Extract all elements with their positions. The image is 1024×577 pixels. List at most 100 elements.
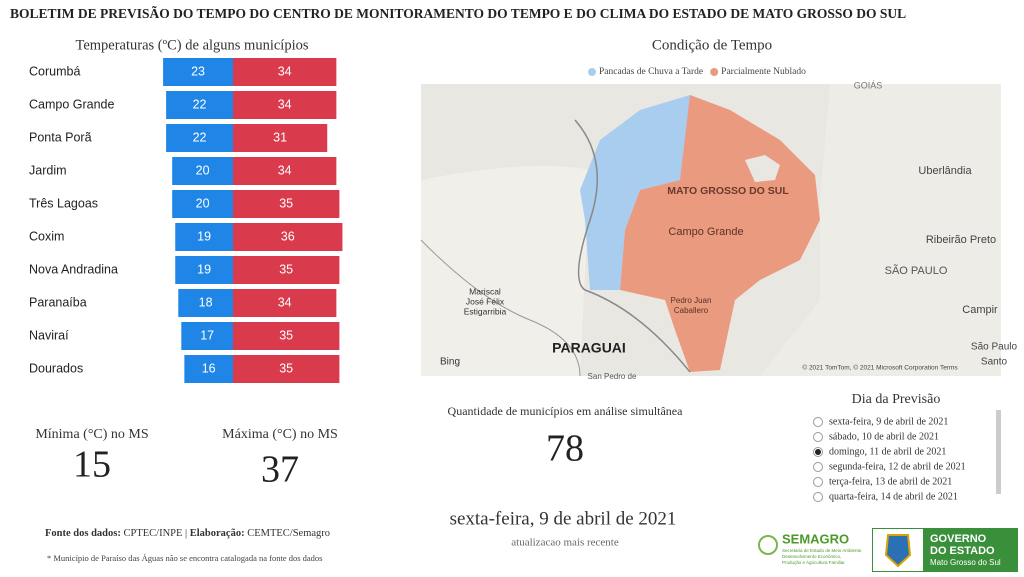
logo-subtext: Secretaria de Estado de Meio Ambiente,: [782, 548, 863, 553]
value-label: 22: [193, 97, 207, 111]
value-label: 23: [191, 64, 205, 78]
min-label: Mínima (°C) no MS: [35, 427, 148, 442]
logo-text: Mato Grosso do Sul: [930, 558, 1001, 567]
radio-label[interactable]: quarta-feira, 14 de abril de 2021: [829, 491, 958, 502]
day-title: Dia da Previsão: [852, 392, 941, 407]
page-title: BOLETIM DE PREVISÃO DO TEMPO DO CENTRO D…: [10, 6, 906, 21]
radio-label[interactable]: sexta-feira, 9 de abril de 2021: [829, 416, 948, 427]
bar: [233, 58, 337, 86]
bar: [184, 355, 233, 383]
bar: [233, 289, 337, 317]
logo-icon: [758, 535, 778, 555]
legend-swatch: [588, 68, 596, 76]
map-label: Estigarribia: [464, 306, 507, 316]
logo-crest: [884, 534, 912, 568]
legend-swatch: [710, 68, 719, 76]
value-label: 34: [278, 64, 292, 78]
map-region-rain: [580, 95, 700, 290]
value-label: 35: [279, 328, 293, 342]
map: [420, 84, 1001, 377]
map-label: Bing: [440, 357, 460, 368]
category-label: Jardim: [29, 163, 67, 177]
made-label: Elaboração:: [190, 528, 245, 539]
map-label: Pedro Juan: [671, 296, 712, 305]
logo-governo: GOVERNO DO ESTADO Mato Grosso do Sul: [872, 528, 1018, 572]
bar: [233, 223, 343, 251]
map-land: [421, 165, 590, 376]
count-value: 78: [546, 428, 584, 470]
map-border: [574, 119, 691, 373]
category-label: Corumbá: [29, 64, 80, 78]
radio-label[interactable]: terça-feira, 13 de abril de 2021: [829, 476, 952, 487]
radio-button[interactable]: [813, 417, 823, 427]
legend-label: Parcialmente Nublado: [721, 67, 806, 77]
value-label: 34: [278, 163, 292, 177]
logo-semagro: SEMAGRO Secretaria de Estado de Meio Amb…: [758, 531, 863, 565]
value-label: 34: [278, 97, 292, 111]
value-label: 19: [197, 229, 211, 243]
bar: [181, 322, 233, 350]
bar: [233, 124, 328, 152]
bar: [233, 322, 340, 350]
logo-subtext: Produção e Agricultura Familiar: [782, 560, 845, 565]
radio-label[interactable]: domingo, 11 de abril de 2021: [829, 446, 946, 457]
map-label: PARAGUAI: [552, 340, 626, 356]
bar: [233, 256, 340, 284]
category-label: Dourados: [29, 361, 83, 375]
footer-note: * Município de Paraíso das Águas não se …: [47, 553, 322, 563]
bar: [175, 256, 233, 284]
map-label: Campir: [962, 304, 998, 316]
radio-button[interactable]: [813, 492, 823, 502]
map-label: Santo: [981, 357, 1008, 368]
scrollbar[interactable]: [996, 410, 1001, 494]
radio-dot: [815, 449, 821, 455]
bar: [163, 58, 233, 86]
logo-subtext: Desenvolvimento Econômico,: [782, 554, 841, 559]
map-label: Campo Grande: [668, 226, 743, 238]
bar: [233, 355, 340, 383]
legend-label: Pancadas de Chuva a Tarde: [599, 67, 703, 77]
radio-label[interactable]: segunda-feira, 12 de abril de 2021: [829, 461, 966, 472]
bar: [233, 190, 340, 218]
radio-label[interactable]: sábado, 10 de abril de 2021: [829, 431, 939, 442]
map-region-none: [745, 155, 780, 182]
map-label: Uberlândia: [918, 165, 972, 177]
map-label: São Paulo: [971, 342, 1018, 353]
source: CPTEC/INPE |: [123, 528, 189, 539]
category-label: Coxim: [29, 229, 64, 243]
update-date: sexta-feira, 9 de abril de 2021: [450, 508, 677, 529]
logo-text: SEMAGRO: [782, 531, 849, 546]
map-label: José Félix: [466, 296, 505, 306]
bar: [175, 223, 233, 251]
map-label: MATO GROSSO DO SUL: [667, 185, 789, 197]
radio-button[interactable]: [813, 432, 823, 442]
value-label: 31: [273, 130, 287, 144]
category-label: Nova Andradina: [29, 262, 118, 276]
value-label: 16: [202, 361, 216, 375]
value-label: 17: [200, 328, 214, 342]
map-border: [420, 239, 581, 377]
value-label: 18: [199, 295, 213, 309]
map-label: SÃO PAULO: [885, 264, 948, 277]
value-label: 20: [196, 163, 210, 177]
category-label: Três Lagoas: [29, 196, 98, 210]
made: CEMTEC/Semagro: [247, 528, 330, 539]
chart-title: Temperaturas (ºC) de alguns municípios: [75, 37, 308, 53]
category-label: Paranaíba: [29, 295, 87, 309]
logo-text: GOVERNO: [930, 533, 987, 545]
radio-button[interactable]: [813, 477, 823, 487]
value-label: 36: [281, 229, 295, 243]
bar: [166, 124, 233, 152]
footer-source: Fonte dos dados: CPTEC/INPE | Elaboração…: [45, 528, 330, 539]
max-value: 37: [261, 449, 299, 491]
radio-button[interactable]: [813, 462, 823, 472]
value-label: 20: [196, 196, 210, 210]
category-label: Naviraí: [29, 328, 69, 342]
map-label: San Pedro de: [588, 372, 637, 381]
logo-text: DO ESTADO: [930, 545, 995, 557]
min-value: 15: [73, 444, 111, 486]
update-caption: atualizacao mais recente: [511, 537, 619, 549]
bar: [166, 91, 233, 119]
max-label: Máxima (°C) no MS: [222, 427, 338, 442]
